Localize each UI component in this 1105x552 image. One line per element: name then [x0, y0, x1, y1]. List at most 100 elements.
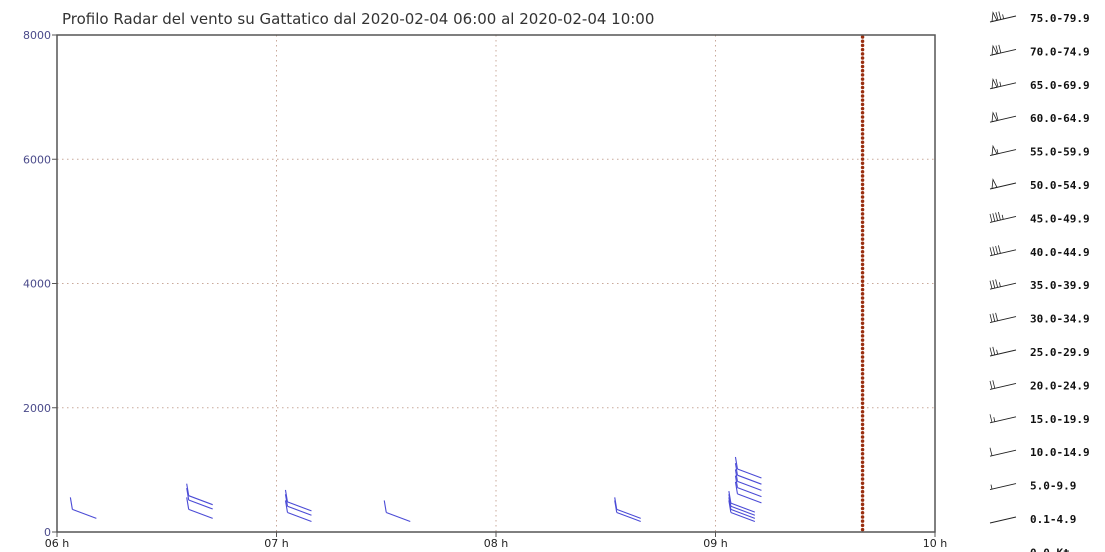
- legend-barb-full: [989, 280, 993, 289]
- legend-barb-shaft: [989, 215, 1017, 223]
- wind-barb-shaft: [734, 469, 738, 482]
- wind-barb-shaft: [186, 487, 190, 501]
- wind-barb-flag: [730, 502, 756, 513]
- legend-entry: 15.0-19.9: [989, 413, 1090, 426]
- wind-barb-flag: [737, 468, 762, 479]
- y-tick-label: 4000: [23, 278, 51, 291]
- wind-barb-shaft: [284, 494, 289, 507]
- legend-label: 5.0-9.9: [1030, 480, 1076, 493]
- legend-barb-shaft: [989, 449, 1017, 457]
- wind-barb: [614, 497, 641, 519]
- legend-label: 30.0-34.9: [1030, 313, 1090, 326]
- wind-barb-flag: [737, 474, 762, 485]
- legend-barb-full: [998, 245, 1001, 254]
- legend-barb-full: [989, 414, 993, 423]
- wind-barb-shaft: [186, 483, 190, 496]
- legend-barb-full: [992, 279, 996, 289]
- legend-barb-half: [999, 81, 1002, 87]
- legend-barb-full: [995, 279, 998, 288]
- y-tick-label: 2000: [23, 402, 51, 415]
- wind-barb-shaft: [186, 497, 190, 510]
- wind-barb-shaft: [614, 497, 618, 510]
- wind-barb: [728, 491, 756, 513]
- legend-barb-full: [989, 347, 993, 356]
- legend-barb-full: [992, 313, 996, 322]
- legend-label: 50.0-54.9: [1030, 179, 1090, 192]
- y-tick-label: 6000: [23, 153, 51, 166]
- wind-barb-flag: [287, 511, 312, 522]
- wind-barb: [69, 497, 97, 519]
- legend-entry: 10.0-14.9: [989, 446, 1090, 459]
- legend-barb-shaft: [989, 483, 1017, 491]
- wind-barb-flag: [737, 493, 762, 504]
- legend-entry: 25.0-29.9: [989, 346, 1090, 359]
- legend-barb-full: [998, 44, 1002, 54]
- wind-barb: [728, 494, 756, 516]
- wind-barb: [186, 487, 213, 510]
- legend-barb-pennant: [991, 44, 998, 56]
- legend-label: 10.0-14.9: [1030, 446, 1090, 459]
- wind-barb-shaft: [69, 497, 73, 510]
- wind-barb: [186, 497, 213, 519]
- legend-barb-shaft: [989, 282, 1017, 290]
- legend-barb-full: [995, 112, 999, 121]
- legend-barb-full: [995, 12, 999, 21]
- legend-barb-full: [992, 246, 996, 255]
- legend: 75.0-79.9 70.0-74.9 65.0-69.9 60.0-64.9 55.0…: [989, 11, 1090, 552]
- legend-label: 0.0 Kt: [1030, 546, 1070, 552]
- y-axis-ticks: 0 2000 4000 6000 8000: [23, 29, 57, 539]
- chart-title: Profilo Radar del vento su Gattatico dal…: [62, 10, 654, 28]
- wind-barb-flag: [730, 505, 756, 516]
- legend-barb-full: [989, 314, 993, 323]
- wind-barb-flag: [188, 508, 213, 519]
- wind-barb-flag: [287, 505, 312, 516]
- legend-label: 60.0-64.9: [1030, 112, 1090, 125]
- wind-barb: [734, 469, 762, 491]
- wind-barb-flag: [616, 508, 641, 519]
- legend-barb-half: [1002, 14, 1004, 19]
- legend-barb-full: [995, 312, 998, 321]
- wind-barb-flag: [616, 511, 641, 522]
- wind-barb-shaft: [284, 500, 289, 513]
- x-tick-label: 09 h: [703, 537, 727, 550]
- legend-barb-pennant: [991, 11, 998, 23]
- legend-barb-pennant: [991, 77, 998, 89]
- legend-entry: 0.0 Kt: [1030, 546, 1070, 552]
- legend-barb-half: [990, 484, 993, 490]
- legend-label: 0.1-4.9: [1030, 513, 1076, 526]
- legend-barb-full: [989, 247, 993, 256]
- wind-barb-flag: [737, 480, 762, 491]
- legend-barb-shaft: [989, 249, 1017, 257]
- legend-barb-half: [999, 282, 1001, 287]
- legend-barb-full: [989, 447, 993, 456]
- legend-barb-shaft: [989, 382, 1017, 390]
- legend-barb-half: [996, 349, 998, 355]
- y-tick-label: 0: [44, 526, 51, 539]
- legend-entry: 60.0-64.9: [989, 111, 1090, 125]
- legend-entry: 75.0-79.9: [989, 11, 1090, 25]
- x-tick-label: 10 h: [923, 537, 947, 550]
- legend-label: 25.0-29.9: [1030, 346, 1090, 359]
- wind-barb: [284, 500, 312, 522]
- wind-barb-flag: [730, 508, 756, 519]
- legend-barb-full: [995, 45, 999, 54]
- legend-label: 40.0-44.9: [1030, 246, 1090, 259]
- wind-barb: [614, 500, 641, 522]
- legend-barb-shaft: [989, 349, 1017, 357]
- wind-barb-flag: [188, 499, 213, 510]
- legend-label: 35.0-39.9: [1030, 279, 1090, 292]
- grid: [57, 35, 935, 532]
- legend-barb-pennant: [991, 111, 998, 123]
- legend-entry: 55.0-59.9: [989, 144, 1090, 159]
- x-axis-ticks: 06 h 07 h 08 h 09 h 10 h: [45, 532, 947, 550]
- legend-label: 75.0-79.9: [1030, 12, 1090, 25]
- legend-barb-half: [993, 417, 996, 422]
- wind-barb: [734, 475, 762, 498]
- x-tick-label: 06 h: [45, 537, 69, 550]
- wind-barb: [383, 500, 411, 522]
- legend-barb-full: [995, 78, 999, 88]
- legend-label: 45.0-49.9: [1030, 212, 1090, 225]
- legend-entry: 30.0-34.9: [989, 312, 1090, 326]
- legend-entry: 50.0-54.9: [989, 178, 1090, 192]
